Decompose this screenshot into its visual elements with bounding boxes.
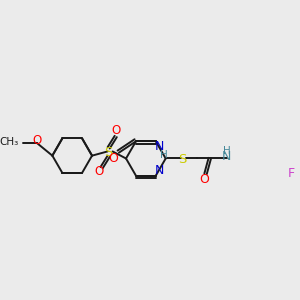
Text: N: N: [154, 140, 164, 154]
Text: O: O: [94, 166, 104, 178]
Text: N: N: [222, 150, 231, 163]
Text: H: H: [223, 146, 230, 156]
Text: S: S: [104, 146, 112, 159]
Text: N: N: [154, 164, 164, 176]
Text: F: F: [288, 167, 295, 180]
Text: O: O: [199, 173, 209, 186]
Text: S: S: [178, 153, 186, 166]
Text: O: O: [32, 134, 41, 147]
Text: H: H: [160, 150, 168, 160]
Text: CH₃: CH₃: [0, 137, 18, 147]
Text: O: O: [112, 124, 121, 137]
Text: O: O: [108, 152, 118, 165]
